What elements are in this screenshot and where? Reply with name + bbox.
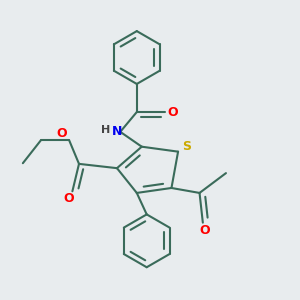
Text: H: H [101, 125, 110, 135]
Text: S: S [182, 140, 191, 153]
Text: O: O [56, 127, 67, 140]
Text: N: N [112, 125, 122, 138]
Text: O: O [199, 224, 210, 237]
Text: O: O [168, 106, 178, 118]
Text: O: O [64, 192, 74, 205]
